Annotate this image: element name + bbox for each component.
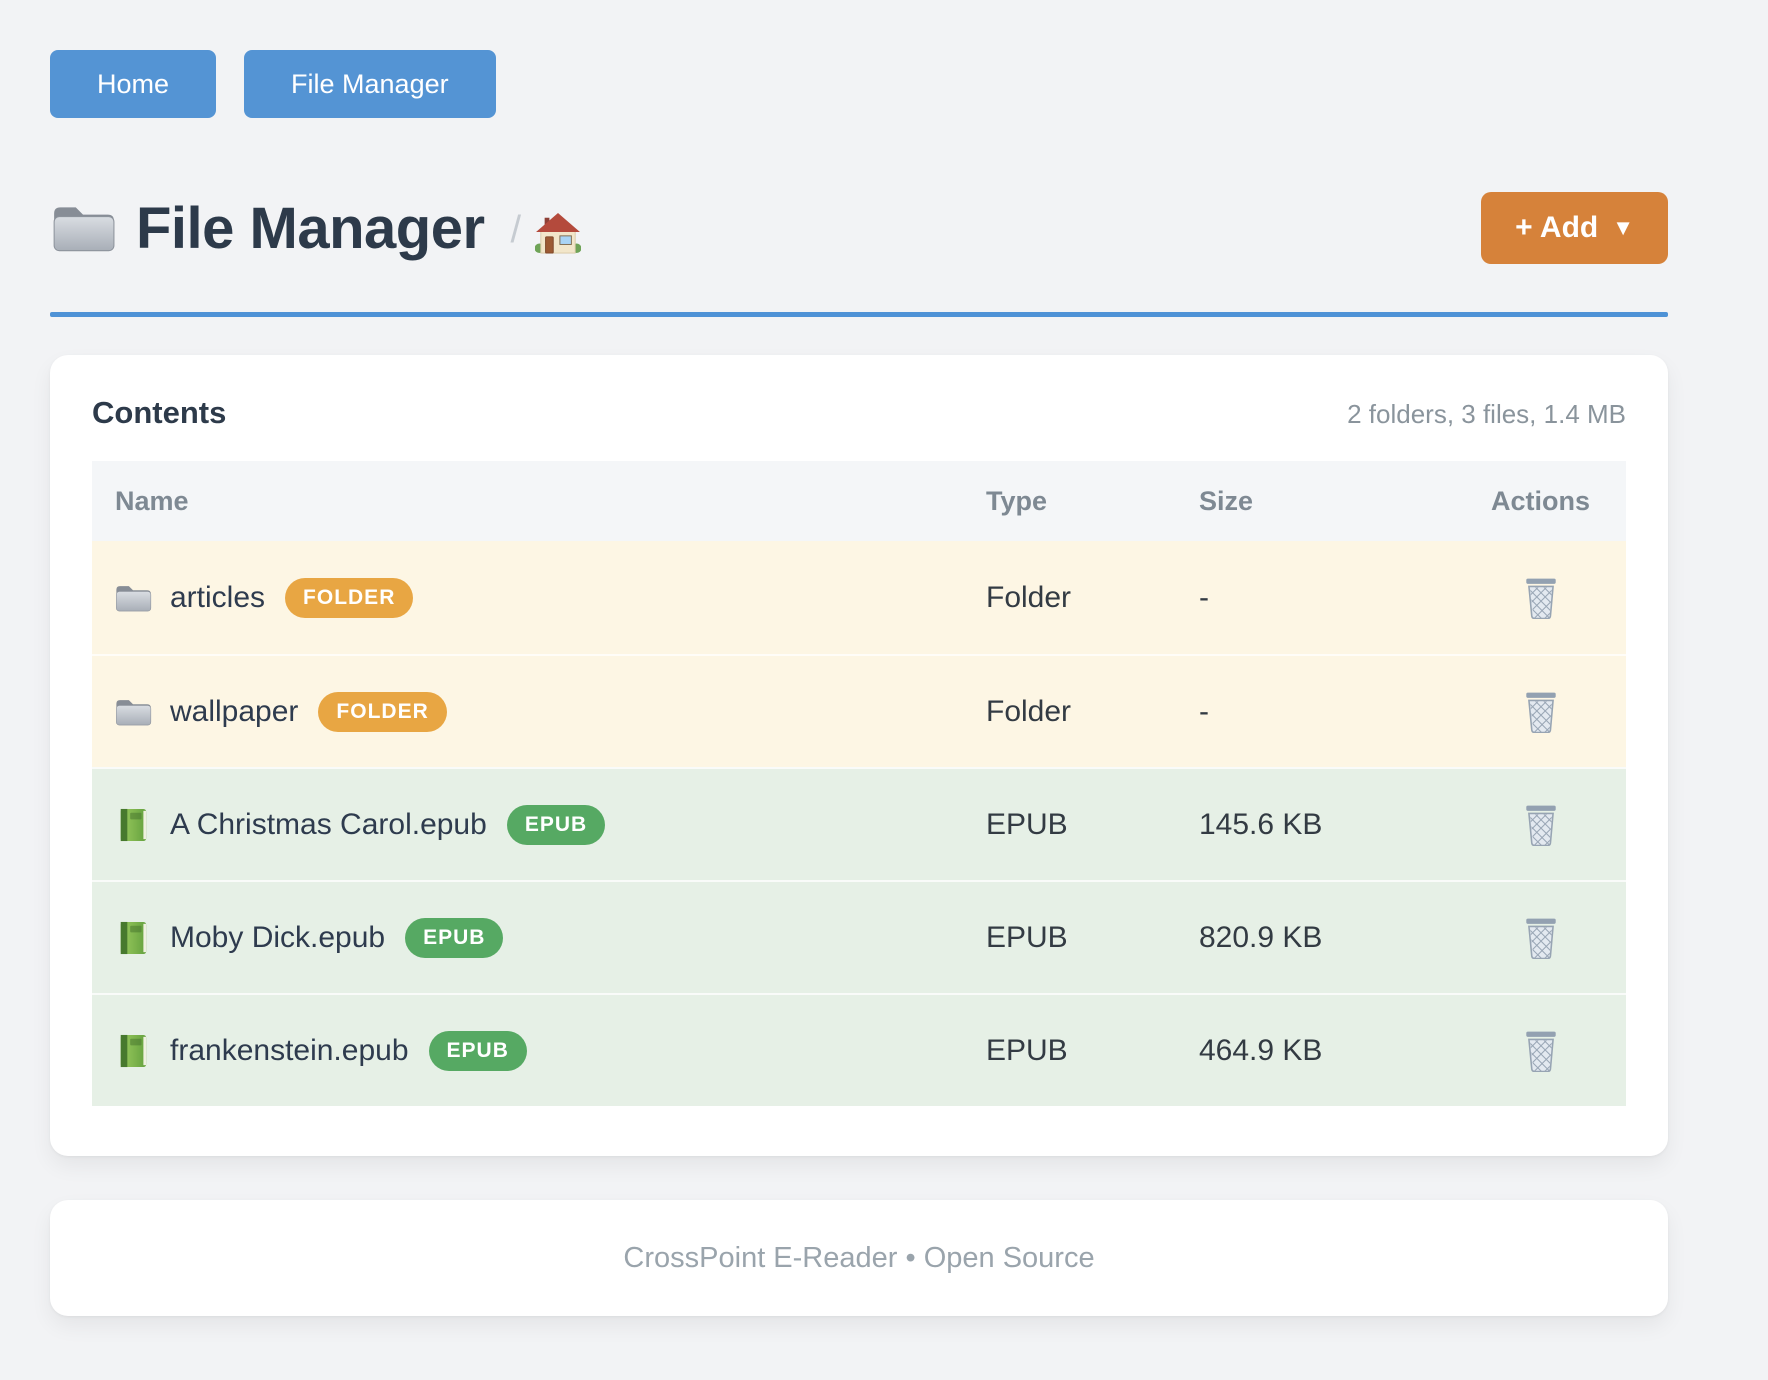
- folder-icon: [50, 201, 116, 255]
- table-row: A Christmas Carol.epub EPUB EPUB 145.6 K…: [92, 767, 1626, 880]
- type-badge: EPUB: [405, 917, 504, 958]
- page-header: File Manager / + Add ▼: [50, 192, 1668, 264]
- trash-icon: [1523, 691, 1559, 733]
- contents-header: Contents 2 folders, 3 files, 1.4 MB: [92, 395, 1626, 431]
- folder-icon: [114, 581, 152, 615]
- actions-cell: [1455, 575, 1626, 621]
- page: Home File Manager File Manager / + Add ▼…: [50, 0, 1668, 1316]
- type-cell: Folder: [986, 580, 1072, 614]
- column-header-name: Name: [115, 485, 189, 516]
- actions-cell: [1455, 802, 1626, 848]
- name-cell: frankenstein.epub EPUB: [92, 1030, 986, 1071]
- size-cell: -: [1199, 694, 1209, 728]
- top-nav: Home File Manager: [50, 0, 1668, 118]
- delete-button[interactable]: [1521, 575, 1561, 621]
- column-header-actions: Actions: [1490, 485, 1590, 516]
- size-cell: 820.9 KB: [1199, 920, 1323, 954]
- file-name[interactable]: articles: [170, 580, 266, 614]
- title-wrap: File Manager /: [50, 195, 581, 262]
- type-badge: EPUB: [428, 1030, 527, 1071]
- page-title: File Manager: [136, 195, 485, 261]
- trash-icon: [1523, 804, 1559, 846]
- table-row: frankenstein.epub EPUB EPUB 464.9 KB: [92, 993, 1626, 1106]
- footer-text: CrossPoint E-Reader • Open Source: [623, 1241, 1095, 1274]
- table-header: Name Type Size Actions: [92, 461, 1626, 541]
- name-cell: articles FOLDER: [92, 577, 986, 618]
- trash-icon: [1523, 1030, 1559, 1072]
- delete-button[interactable]: [1521, 1028, 1561, 1074]
- delete-button[interactable]: [1521, 689, 1561, 735]
- type-cell: EPUB: [986, 807, 1068, 841]
- type-cell: EPUB: [986, 920, 1068, 954]
- delete-button[interactable]: [1521, 802, 1561, 848]
- trash-icon: [1523, 917, 1559, 959]
- trash-icon: [1523, 577, 1559, 619]
- file-table: Name Type Size Actions articles FOLDER F…: [92, 461, 1626, 1106]
- file-name[interactable]: A Christmas Carol.epub: [170, 807, 487, 841]
- size-cell: 145.6 KB: [1199, 807, 1323, 841]
- table-row: wallpaper FOLDER Folder -: [92, 654, 1626, 767]
- size-cell: -: [1199, 580, 1209, 614]
- table-body: articles FOLDER Folder - wallpaper FOLDE…: [92, 541, 1626, 1106]
- size-cell: 464.9 KB: [1199, 1033, 1323, 1067]
- book-icon: [114, 921, 152, 955]
- title-divider: [50, 312, 1668, 317]
- type-cell: EPUB: [986, 1033, 1068, 1067]
- file-name[interactable]: frankenstein.epub: [170, 1033, 409, 1067]
- book-icon: [114, 808, 152, 842]
- add-button[interactable]: + Add ▼: [1481, 192, 1668, 264]
- breadcrumb-separator: /: [510, 208, 522, 251]
- name-cell: A Christmas Carol.epub EPUB: [92, 804, 986, 845]
- type-badge: FOLDER: [318, 691, 447, 732]
- name-cell: wallpaper FOLDER: [92, 691, 986, 732]
- table-row: Moby Dick.epub EPUB EPUB 820.9 KB: [92, 880, 1626, 993]
- actions-cell: [1455, 689, 1626, 735]
- name-cell: Moby Dick.epub EPUB: [92, 917, 986, 958]
- delete-button[interactable]: [1521, 915, 1561, 961]
- folder-icon: [114, 695, 152, 729]
- nav-file-manager-button[interactable]: File Manager: [244, 50, 496, 118]
- footer-card: CrossPoint E-Reader • Open Source: [50, 1200, 1668, 1316]
- actions-cell: [1455, 1028, 1626, 1074]
- file-name[interactable]: wallpaper: [170, 694, 299, 728]
- type-badge: FOLDER: [285, 577, 414, 618]
- contents-card: Contents 2 folders, 3 files, 1.4 MB Name…: [50, 355, 1668, 1156]
- book-icon: [114, 1034, 152, 1068]
- table-row: articles FOLDER Folder -: [92, 541, 1626, 654]
- actions-cell: [1455, 915, 1626, 961]
- nav-home-button[interactable]: Home: [50, 50, 217, 118]
- contents-summary: 2 folders, 3 files, 1.4 MB: [1347, 399, 1626, 429]
- column-header-type: Type: [986, 485, 1048, 516]
- contents-title: Contents: [92, 395, 227, 430]
- type-badge: EPUB: [506, 804, 606, 845]
- type-cell: Folder: [986, 694, 1072, 728]
- column-header-size: Size: [1199, 485, 1254, 516]
- file-name[interactable]: Moby Dick.epub: [170, 920, 386, 954]
- add-button-label: + Add: [1515, 211, 1599, 244]
- house-icon[interactable]: [535, 212, 581, 254]
- chevron-down-icon: ▼: [1612, 215, 1634, 240]
